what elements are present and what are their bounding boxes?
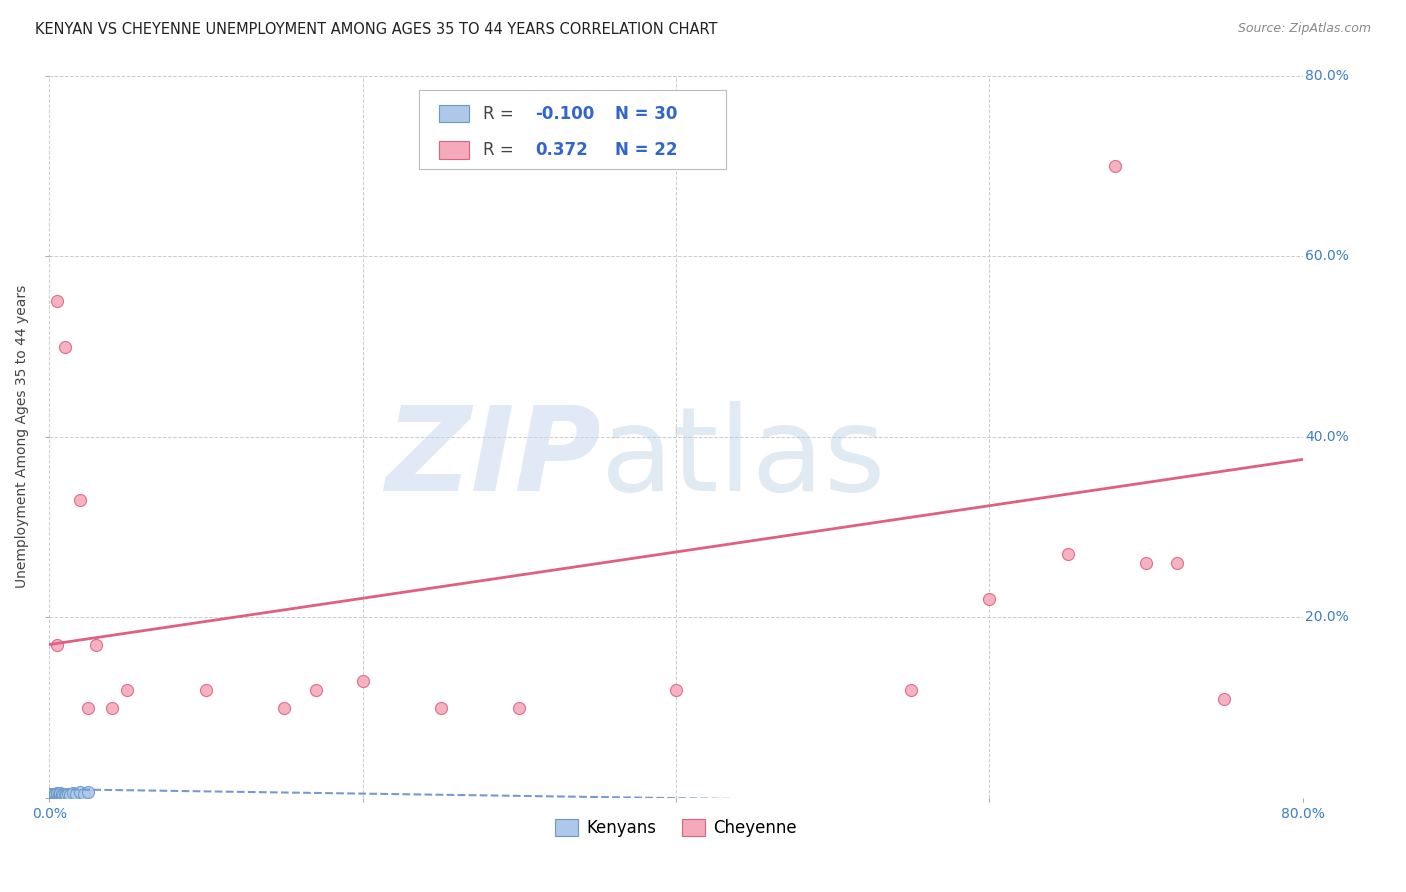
Point (101, 701, 124, 715)
Text: R =: R = (482, 141, 524, 159)
Text: 60.0%: 60.0% (1305, 249, 1350, 263)
Point (56, 787, 79, 801)
Point (39, 788, 62, 802)
Point (508, 701, 530, 715)
Point (1056, 547, 1078, 561)
Y-axis label: Unemployment Among Ages 35 to 44 years: Unemployment Among Ages 35 to 44 years (15, 285, 30, 589)
Point (49, 786, 72, 800)
Point (69, 785, 91, 799)
Point (55, 789, 77, 803)
Point (72, 787, 94, 801)
Point (1166, 556, 1188, 570)
Text: N = 30: N = 30 (614, 105, 676, 123)
Text: 80.0%: 80.0% (1305, 69, 1350, 83)
Text: N = 22: N = 22 (614, 141, 678, 159)
Point (273, 701, 295, 715)
Point (77, 701, 100, 715)
Point (46, 790, 69, 805)
Text: atlas: atlas (600, 401, 886, 516)
Point (1213, 691, 1236, 706)
Point (77, 785, 100, 799)
Point (979, 592, 1001, 607)
Point (1135, 556, 1157, 570)
Point (84, 638, 107, 652)
FancyBboxPatch shape (419, 90, 725, 169)
Point (51, 789, 73, 804)
Point (48, 789, 70, 804)
Point (46, 789, 69, 803)
FancyBboxPatch shape (439, 141, 470, 159)
Point (62, 786, 84, 800)
Text: 20.0%: 20.0% (1305, 610, 1348, 624)
Point (665, 682, 688, 697)
Point (42, 790, 65, 805)
Point (46, 294, 69, 309)
Point (58, 788, 80, 802)
Point (46, 786, 69, 800)
Point (194, 682, 217, 697)
Point (53, 339, 76, 353)
Text: KENYAN VS CHEYENNE UNEMPLOYMENT AMONG AGES 35 TO 44 YEARS CORRELATION CHART: KENYAN VS CHEYENNE UNEMPLOYMENT AMONG AG… (35, 22, 717, 37)
Point (1104, 159, 1126, 173)
Point (48, 787, 70, 801)
Point (65, 787, 87, 801)
Point (430, 701, 453, 715)
Point (69, 493, 91, 508)
Text: Source: ZipAtlas.com: Source: ZipAtlas.com (1237, 22, 1371, 36)
Text: 0.372: 0.372 (536, 141, 588, 159)
Point (41, 787, 63, 801)
Point (51, 787, 73, 801)
Point (44, 789, 66, 804)
Point (38, 789, 60, 803)
Point (38, 791, 60, 805)
Point (117, 682, 139, 697)
Point (53, 790, 76, 805)
Point (49, 789, 72, 803)
Point (46, 638, 69, 652)
Point (900, 682, 922, 697)
Legend: Kenyans, Cheyenne: Kenyans, Cheyenne (548, 813, 804, 844)
Point (352, 673, 374, 688)
Point (44, 787, 66, 801)
Text: 40.0%: 40.0% (1305, 430, 1348, 444)
Point (52, 789, 75, 803)
FancyBboxPatch shape (439, 105, 470, 122)
Text: ZIP: ZIP (385, 401, 600, 516)
Point (42, 788, 65, 802)
Point (53, 788, 76, 802)
Text: R =: R = (482, 105, 519, 123)
Point (304, 682, 326, 697)
Point (39, 790, 62, 805)
Text: -0.100: -0.100 (536, 105, 595, 123)
Point (41, 789, 63, 804)
